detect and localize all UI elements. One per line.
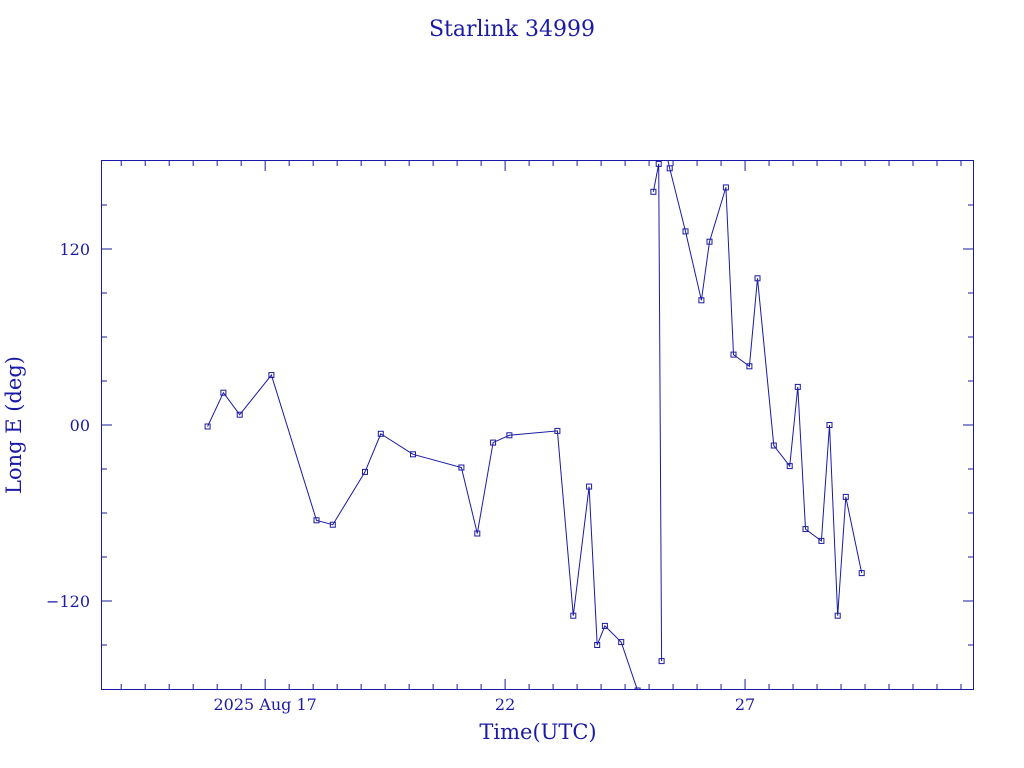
- data-point-marker: [506, 432, 513, 439]
- x-tick-label: 22: [495, 695, 515, 714]
- plot-frame: [101, 160, 974, 690]
- data-point-marker: [458, 464, 465, 471]
- data-point-marker: [554, 427, 561, 434]
- data-point-marker: [618, 639, 625, 646]
- data-point-marker: [655, 161, 662, 167]
- data-point-marker: [329, 521, 336, 528]
- data-point-marker: [802, 526, 809, 533]
- y-tick-label: 00: [70, 416, 90, 435]
- data-point-marker: [834, 612, 841, 619]
- series-line: [207, 161, 863, 689]
- x-axis-title: Time(UTC): [479, 720, 596, 744]
- data-point-marker: [658, 658, 665, 665]
- data-point-marker: [730, 351, 737, 358]
- x-axis-tick-labels: 2025 Aug 17 22 27: [213, 695, 755, 714]
- data-point-marker: [826, 422, 833, 428]
- y-axis-tick-labels: 120 00 −120: [46, 240, 90, 611]
- data-point-marker: [666, 165, 673, 172]
- x-tick-label: 2025 Aug 17: [213, 695, 316, 714]
- data-point-marker: [659, 131, 664, 136]
- data-point-marker: [634, 687, 641, 689]
- data-point-marker: [204, 423, 211, 430]
- data-point-marker: [786, 463, 793, 470]
- data-point-marker: [220, 389, 227, 396]
- data-point-marker: [770, 442, 777, 449]
- data-point-marker: [474, 530, 481, 537]
- data-point-marker: [313, 517, 320, 524]
- data-point-marker: [706, 238, 713, 245]
- data-point-marker: [651, 717, 656, 722]
- data-point-marker: [570, 612, 577, 619]
- data-point-marker: [236, 411, 243, 418]
- data-point-marker: [490, 439, 497, 446]
- series-markers: [204, 131, 865, 722]
- data-point-marker: [794, 383, 801, 390]
- x-axis-ticks: [120, 161, 962, 689]
- data-point-marker: [601, 622, 608, 629]
- data-point-marker: [650, 188, 657, 195]
- data-point-marker: [754, 275, 761, 282]
- data-point-marker: [746, 363, 753, 370]
- data-point-marker: [377, 430, 384, 437]
- data-point-marker: [410, 451, 416, 458]
- x-tick-label: 27: [735, 695, 755, 714]
- data-point-marker: [722, 184, 729, 191]
- data-point-marker: [818, 537, 825, 544]
- data-point-marker: [682, 228, 689, 235]
- data-point-marker: [858, 570, 865, 577]
- chart-title: Starlink 34999: [429, 17, 595, 42]
- y-tick-label: 120: [59, 240, 90, 259]
- data-point-marker: [594, 642, 601, 648]
- data-point-marker: [362, 468, 368, 475]
- data-point-marker: [698, 297, 705, 304]
- y-axis-title: Long E (deg): [2, 356, 26, 494]
- data-point-marker: [586, 483, 593, 490]
- data-point-marker: [842, 493, 849, 500]
- y-axis-ticks: [102, 204, 973, 646]
- y-tick-label: −120: [46, 592, 90, 611]
- data-point-marker: [268, 372, 275, 379]
